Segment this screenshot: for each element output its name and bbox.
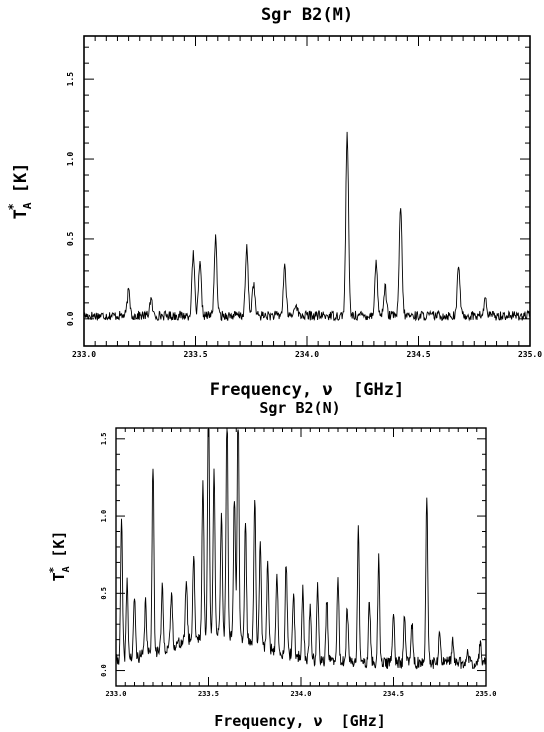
x-tick-label: 233.0 <box>105 690 126 698</box>
plot-frame <box>115 427 487 687</box>
chart-title: Sgr B2(N) <box>259 399 340 417</box>
x-tick-label: 234.0 <box>295 350 319 359</box>
plot-area: 233.0 233.5 234.0 234.5 235.0 0.0 0.5 1.0 1.5 <box>100 428 497 698</box>
plot-area: 233.0 233.5 234.0 234.5 235.0 0.0 0.5 1.0 1.5 <box>66 36 542 359</box>
y-tick-label: 0.5 <box>66 232 75 247</box>
panel-sgr-b2-n: Sgr B2(N) 233.0 233.5 234.0 234.5 235.0 0.0 0.… <box>47 399 497 730</box>
spectrum-line <box>115 429 487 670</box>
x-tick-label: 235.0 <box>475 690 496 698</box>
x-tick-label: 234.0 <box>290 690 311 698</box>
x-axis-label: Frequency, ν [GHz] <box>214 712 386 730</box>
y-axis-unit: [K] <box>50 531 68 558</box>
y-tick-label: 1.0 <box>100 510 108 523</box>
y-axis-label: TA* [K] <box>47 531 72 582</box>
x-tick-label: 233.5 <box>183 350 207 359</box>
x-tick-label: 233.5 <box>198 690 219 698</box>
x-tick-label: 234.5 <box>383 690 404 698</box>
x-tick-label: 234.5 <box>406 350 430 359</box>
y-tick-label: 0.0 <box>100 664 108 677</box>
x-tick-label: 233.0 <box>72 350 96 359</box>
x-axis-label: Frequency, ν [GHz] <box>210 380 404 400</box>
y-axis-unit: [K] <box>11 163 31 194</box>
spectrum-line <box>83 131 531 322</box>
y-axis-label: TA* [K] <box>6 163 34 220</box>
y-tick-label: 1.5 <box>100 432 108 445</box>
chart-title: Sgr B2(M) <box>261 5 353 25</box>
y-axis-symbol: T <box>50 572 68 581</box>
y-axis-subscript: A <box>21 202 34 209</box>
y-axis-superscript: * <box>6 203 20 210</box>
y-axis-superscript: * <box>47 567 60 574</box>
y-tick-label: 0.5 <box>100 587 108 600</box>
x-tick-label: 235.0 <box>518 350 542 359</box>
y-tick-label: 1.5 <box>66 72 75 87</box>
y-axis-subscript: A <box>61 566 72 572</box>
panel-sgr-b2-m: Sgr B2(M) 233.0 233.5 234.0 234.5 235.0 0.0 0.… <box>6 5 542 400</box>
y-axis-symbol: T <box>11 209 31 219</box>
y-tick-label: 1.0 <box>66 152 75 167</box>
y-tick-label: 0.0 <box>66 311 75 326</box>
plot-frame <box>83 35 531 347</box>
